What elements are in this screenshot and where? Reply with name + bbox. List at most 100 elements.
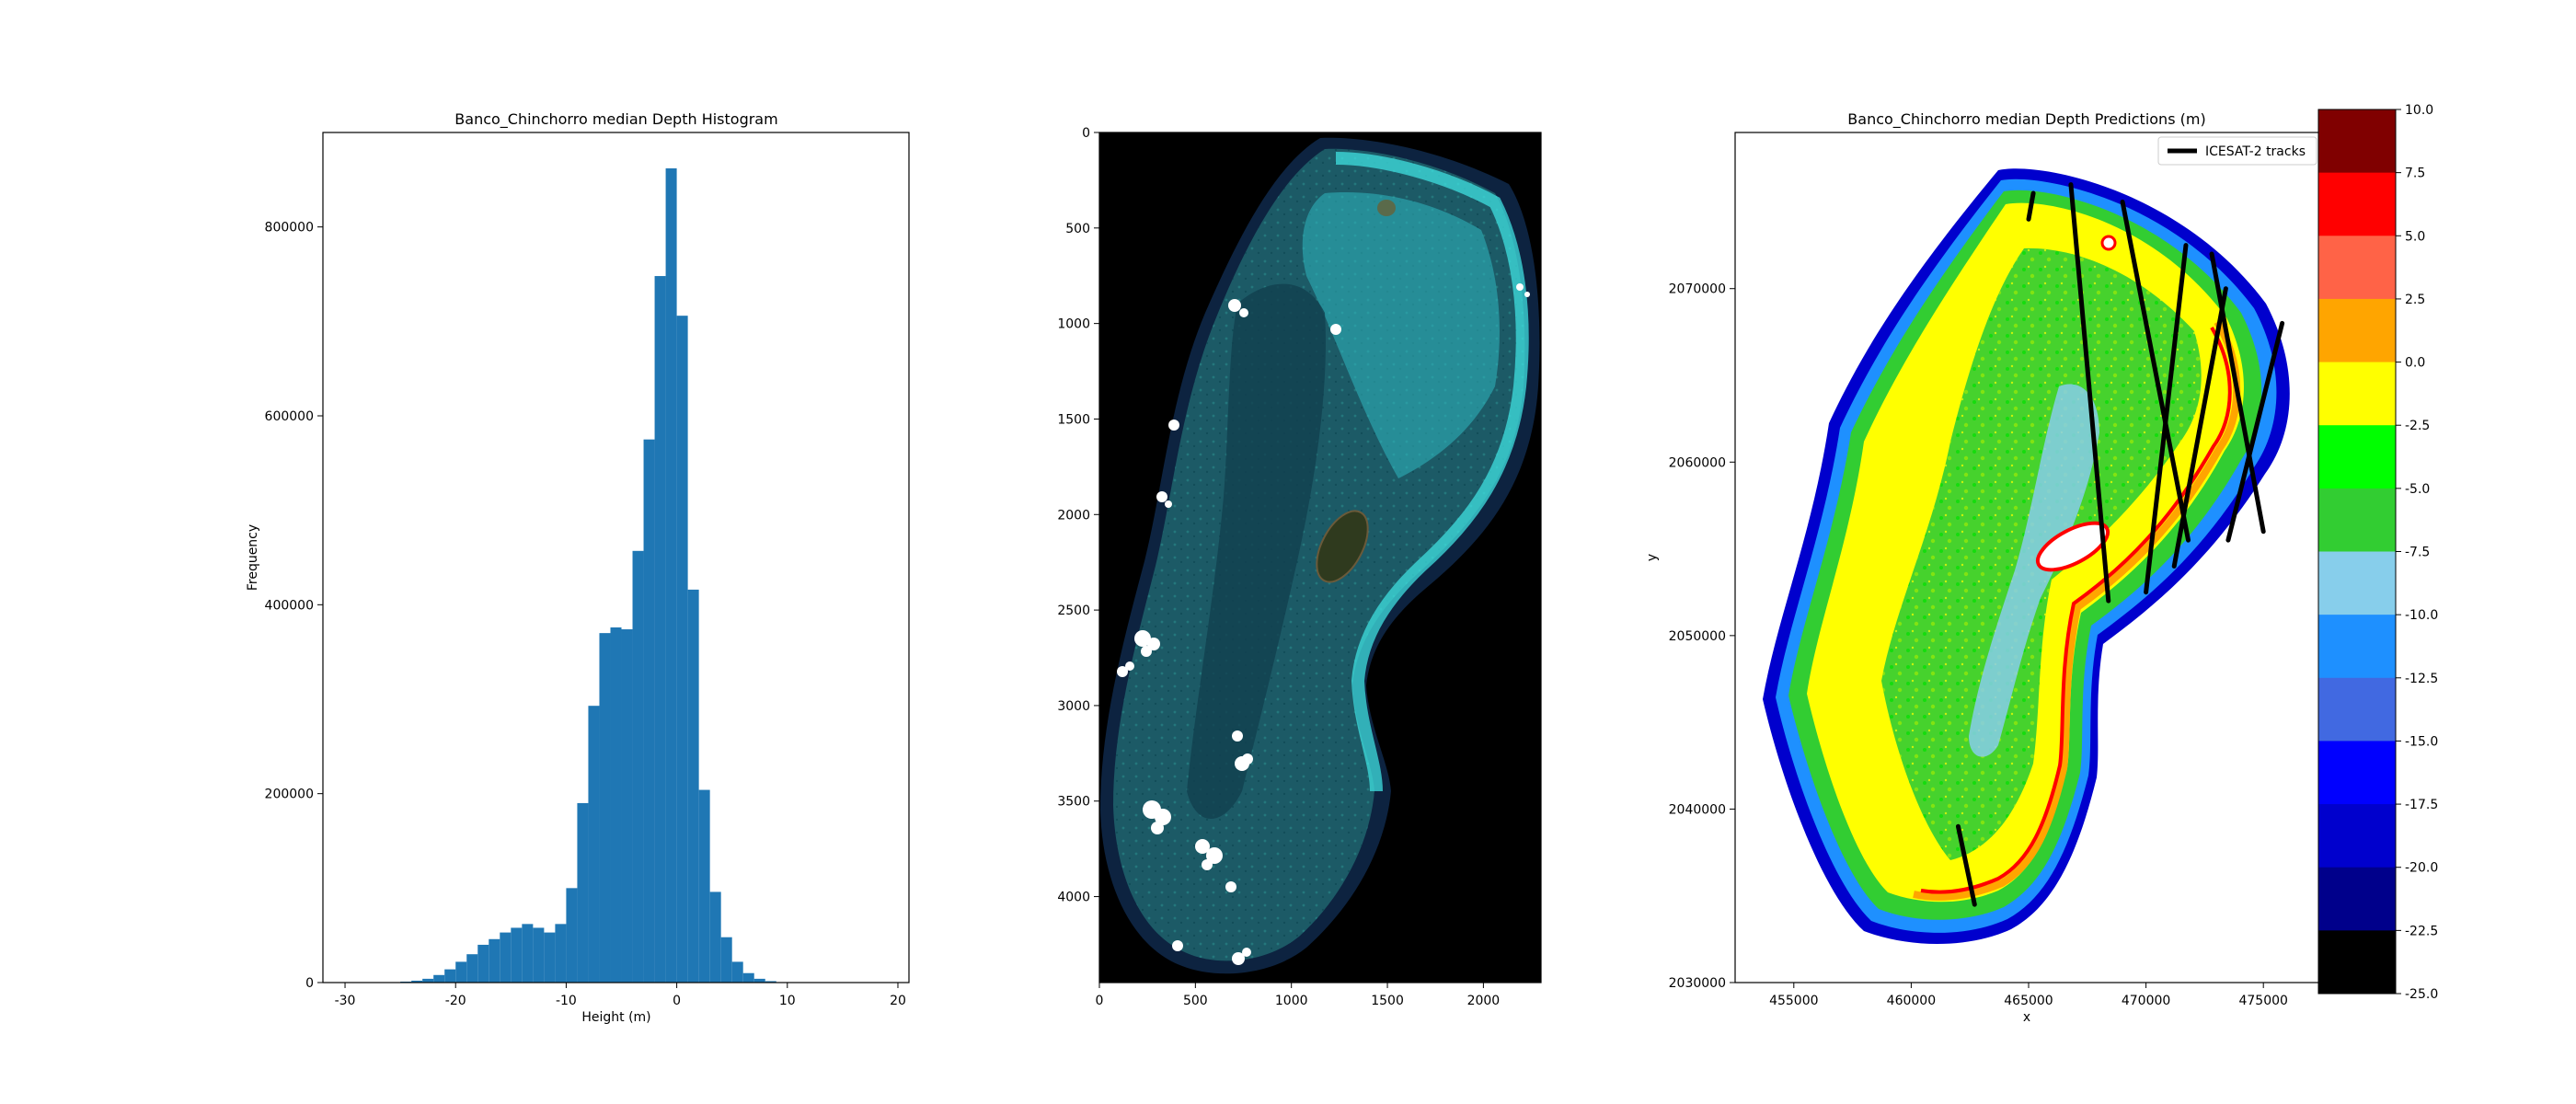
histogram-bar: [720, 937, 732, 983]
histogram-x-tick-label: -30: [335, 994, 356, 1008]
histogram-bar: [544, 932, 556, 983]
histogram-bar: [500, 932, 512, 983]
satellite-island-north: [1377, 200, 1396, 216]
depth-map-y-tick-label: 2070000: [1669, 282, 1726, 297]
satellite-island-cayo-centro: [1316, 510, 1369, 583]
histogram-x-tick-label: -10: [556, 994, 577, 1008]
depth-map-y-tick-label: 2060000: [1669, 455, 1726, 470]
satellite-y-tick-label: 1000: [1057, 317, 1090, 332]
histogram-bar: [566, 888, 578, 983]
histogram-bar: [455, 961, 467, 983]
depth-map-x-tick-label: 470000: [2122, 994, 2170, 1008]
satellite-frame: [1098, 132, 1542, 983]
colorbar-cell: [2318, 551, 2396, 615]
satellite-y-tick-label: 2500: [1057, 604, 1090, 618]
histogram-x-tick-label: 10: [779, 994, 796, 1008]
colorbar-tick-label: 2.5: [2405, 293, 2425, 307]
histogram-bar: [422, 978, 434, 983]
histogram-bars: [400, 168, 776, 983]
histogram-bar: [588, 706, 600, 983]
histogram-bar: [632, 550, 644, 983]
histogram-title: Banco_Chinchorro median Depth Histogram: [454, 110, 777, 129]
colorbar-tick-label: -12.5: [2405, 672, 2438, 686]
satellite-y-tick-label: 3500: [1057, 795, 1090, 810]
histogram-bar: [489, 938, 500, 983]
icesat-track: [2068, 182, 2111, 604]
histogram-bar: [511, 927, 523, 983]
satellite-deep-channel: [1187, 283, 1326, 819]
depth-lagoon-blue-channel: [1969, 384, 2099, 757]
depth-map-x-ticks: 455000 460000 465000 470000 475000: [1769, 983, 2288, 1008]
histogram-bar: [433, 974, 445, 983]
icesat-track: [2144, 243, 2189, 595]
icesat-track: [2026, 190, 2036, 222]
histogram-y-tick-label: 200000: [265, 788, 314, 802]
depth-map-x-tick-label: 475000: [2238, 994, 2287, 1008]
histogram-y-tick-label: 0: [305, 976, 314, 991]
histogram-bar: [742, 972, 754, 983]
histogram-y-label: Frequency: [246, 524, 260, 591]
colorbar-tick-label: -25.0: [2405, 987, 2438, 1002]
depth-map-y-tick-label: 2050000: [1669, 629, 1726, 644]
depth-island-cayo-centro: [2035, 521, 2110, 572]
icesat-track: [2225, 320, 2285, 543]
histogram-bar: [477, 944, 489, 983]
colorbar-tick-label: -22.5: [2405, 924, 2438, 938]
colorbar-cell: [2318, 867, 2396, 931]
depth-map-legend: ICESAT-2 tracks: [2157, 136, 2317, 166]
colorbar-tick-label: -20.0: [2405, 861, 2438, 876]
histogram-bar: [676, 316, 688, 983]
icesat-track: [1955, 823, 1977, 907]
satellite-panel: 0 500 1000 1500 2000 0 500 1000 1500 2000 2500 300…: [1057, 126, 1542, 1008]
icesat-tracks: [1955, 182, 2285, 907]
colorbar-tick-label: -2.5: [2405, 419, 2430, 433]
icesat-track: [2171, 286, 2228, 569]
histogram-bar: [731, 961, 743, 983]
satellite-y-tick-label: 2000: [1057, 508, 1090, 523]
depth-map-plot-area: [1763, 168, 2290, 944]
depth-map-y-label: y: [1645, 554, 1660, 561]
colorbar-cell: [2318, 362, 2396, 426]
colorbar-cells: [2318, 109, 2396, 995]
colorbar-tick-label: -15.0: [2405, 734, 2438, 749]
histogram-bar: [621, 629, 633, 983]
histogram-bar: [698, 789, 710, 983]
colorbar-tick-label: 5.0: [2405, 229, 2425, 244]
depth-rim-red: [1920, 326, 2232, 894]
depth-map-panel: Banco_Chinchorro median Depth Prediction…: [1645, 110, 2323, 1025]
colorbar-cell: [2318, 298, 2396, 363]
colorbar: 10.0 7.5 5.0 2.5 0.0 -2.5 -5.0 -7.5 -10.0 -12.5 -1…: [2317, 103, 2438, 1002]
histogram-bar: [643, 439, 655, 983]
histogram-x-tick-label: -20: [445, 994, 466, 1008]
histogram-bar: [654, 276, 666, 983]
colorbar-cell: [2318, 804, 2396, 868]
icesat-track: [2209, 251, 2266, 535]
histogram-bar: [753, 978, 765, 983]
histogram-y-tick-label: 400000: [265, 598, 314, 613]
colorbar-tick-label: 10.0: [2405, 103, 2433, 118]
satellite-shallow-lagoon: [1302, 192, 1500, 479]
satellite-x-tick-label: 500: [1183, 994, 1208, 1008]
histogram-y-tick-label: 600000: [265, 409, 314, 424]
histogram-bar: [665, 168, 677, 983]
colorbar-tick-label: -10.0: [2405, 608, 2438, 623]
satellite-x-ticks: 0 500 1000 1500 2000: [1096, 983, 1501, 1008]
satellite-y-tick-label: 4000: [1057, 891, 1090, 905]
colorbar-tick-label: 0.0: [2405, 356, 2425, 371]
histogram-bar: [765, 981, 776, 983]
histogram-bar: [687, 589, 699, 983]
satellite-y-tick-label: 500: [1065, 222, 1090, 236]
depth-map-x-tick-label: 460000: [1887, 994, 1936, 1008]
histogram-y-tick-label: 800000: [265, 221, 314, 236]
colorbar-cell: [2318, 677, 2396, 742]
satellite-y-tick-label: 3000: [1057, 699, 1090, 714]
satellite-x-tick-label: 1000: [1275, 994, 1308, 1008]
colorbar-ticks: 10.0 7.5 5.0 2.5 0.0 -2.5 -5.0 -7.5 -10.0 -12.5 -1…: [2396, 103, 2438, 1002]
icesat-track: [2120, 199, 2191, 543]
histogram-bar: [599, 633, 611, 983]
histogram-bar: [709, 891, 721, 983]
depth-map-title: Banco_Chinchorro median Depth Prediction…: [1847, 110, 2205, 129]
satellite-x-tick-label: 2000: [1467, 994, 1501, 1008]
depth-map-x-tick-label: 465000: [2004, 994, 2053, 1008]
colorbar-cell: [2318, 741, 2396, 805]
